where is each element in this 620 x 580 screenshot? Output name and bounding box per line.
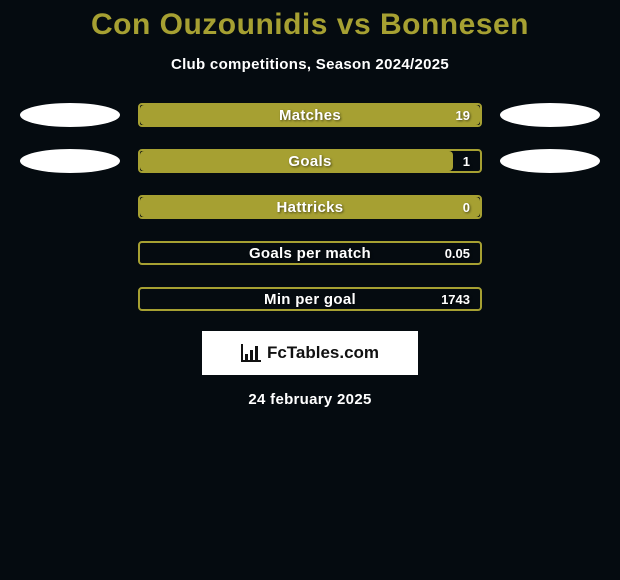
stat-row: Goals1 [0, 149, 620, 173]
stat-bar: Goals1 [138, 149, 482, 173]
player-right-marker [500, 103, 600, 127]
stat-value: 0.05 [445, 243, 470, 263]
player-left-marker [20, 149, 120, 173]
stat-row: Goals per match0.05 [0, 241, 620, 265]
stat-value: 1743 [441, 289, 470, 309]
stat-label: Hattricks [140, 197, 480, 217]
comparison-subtitle: Club competitions, Season 2024/2025 [0, 56, 620, 73]
stat-row: Matches19 [0, 103, 620, 127]
stat-value: 1 [463, 151, 470, 171]
stat-row: Hattricks0 [0, 195, 620, 219]
stat-label: Goals [140, 151, 480, 171]
comparison-card: Con Ouzounidis vs Bonnesen Club competit… [0, 0, 620, 580]
spacer [500, 241, 600, 265]
spacer [20, 287, 120, 311]
comparison-title: Con Ouzounidis vs Bonnesen [0, 0, 620, 42]
stat-row: Min per goal1743 [0, 287, 620, 311]
player-left-marker [20, 103, 120, 127]
stat-bar: Hattricks0 [138, 195, 482, 219]
snapshot-date: 24 february 2025 [0, 391, 620, 408]
branding-text: FcTables.com [267, 343, 379, 363]
spacer [500, 287, 600, 311]
stat-bars: Matches19 Goals1 Hattricks0 Goals per match… [0, 103, 620, 311]
stat-value: 19 [456, 105, 470, 125]
stat-label: Matches [140, 105, 480, 125]
spacer [500, 195, 600, 219]
stat-bar: Goals per match0.05 [138, 241, 482, 265]
spacer [20, 195, 120, 219]
bar-chart-icon [241, 344, 261, 362]
spacer [20, 241, 120, 265]
branding-box: FcTables.com [202, 331, 418, 375]
player-right-marker [500, 149, 600, 173]
stat-value: 0 [463, 197, 470, 217]
stat-label: Min per goal [140, 289, 480, 309]
stat-bar: Matches19 [138, 103, 482, 127]
stat-bar: Min per goal1743 [138, 287, 482, 311]
stat-label: Goals per match [140, 243, 480, 263]
